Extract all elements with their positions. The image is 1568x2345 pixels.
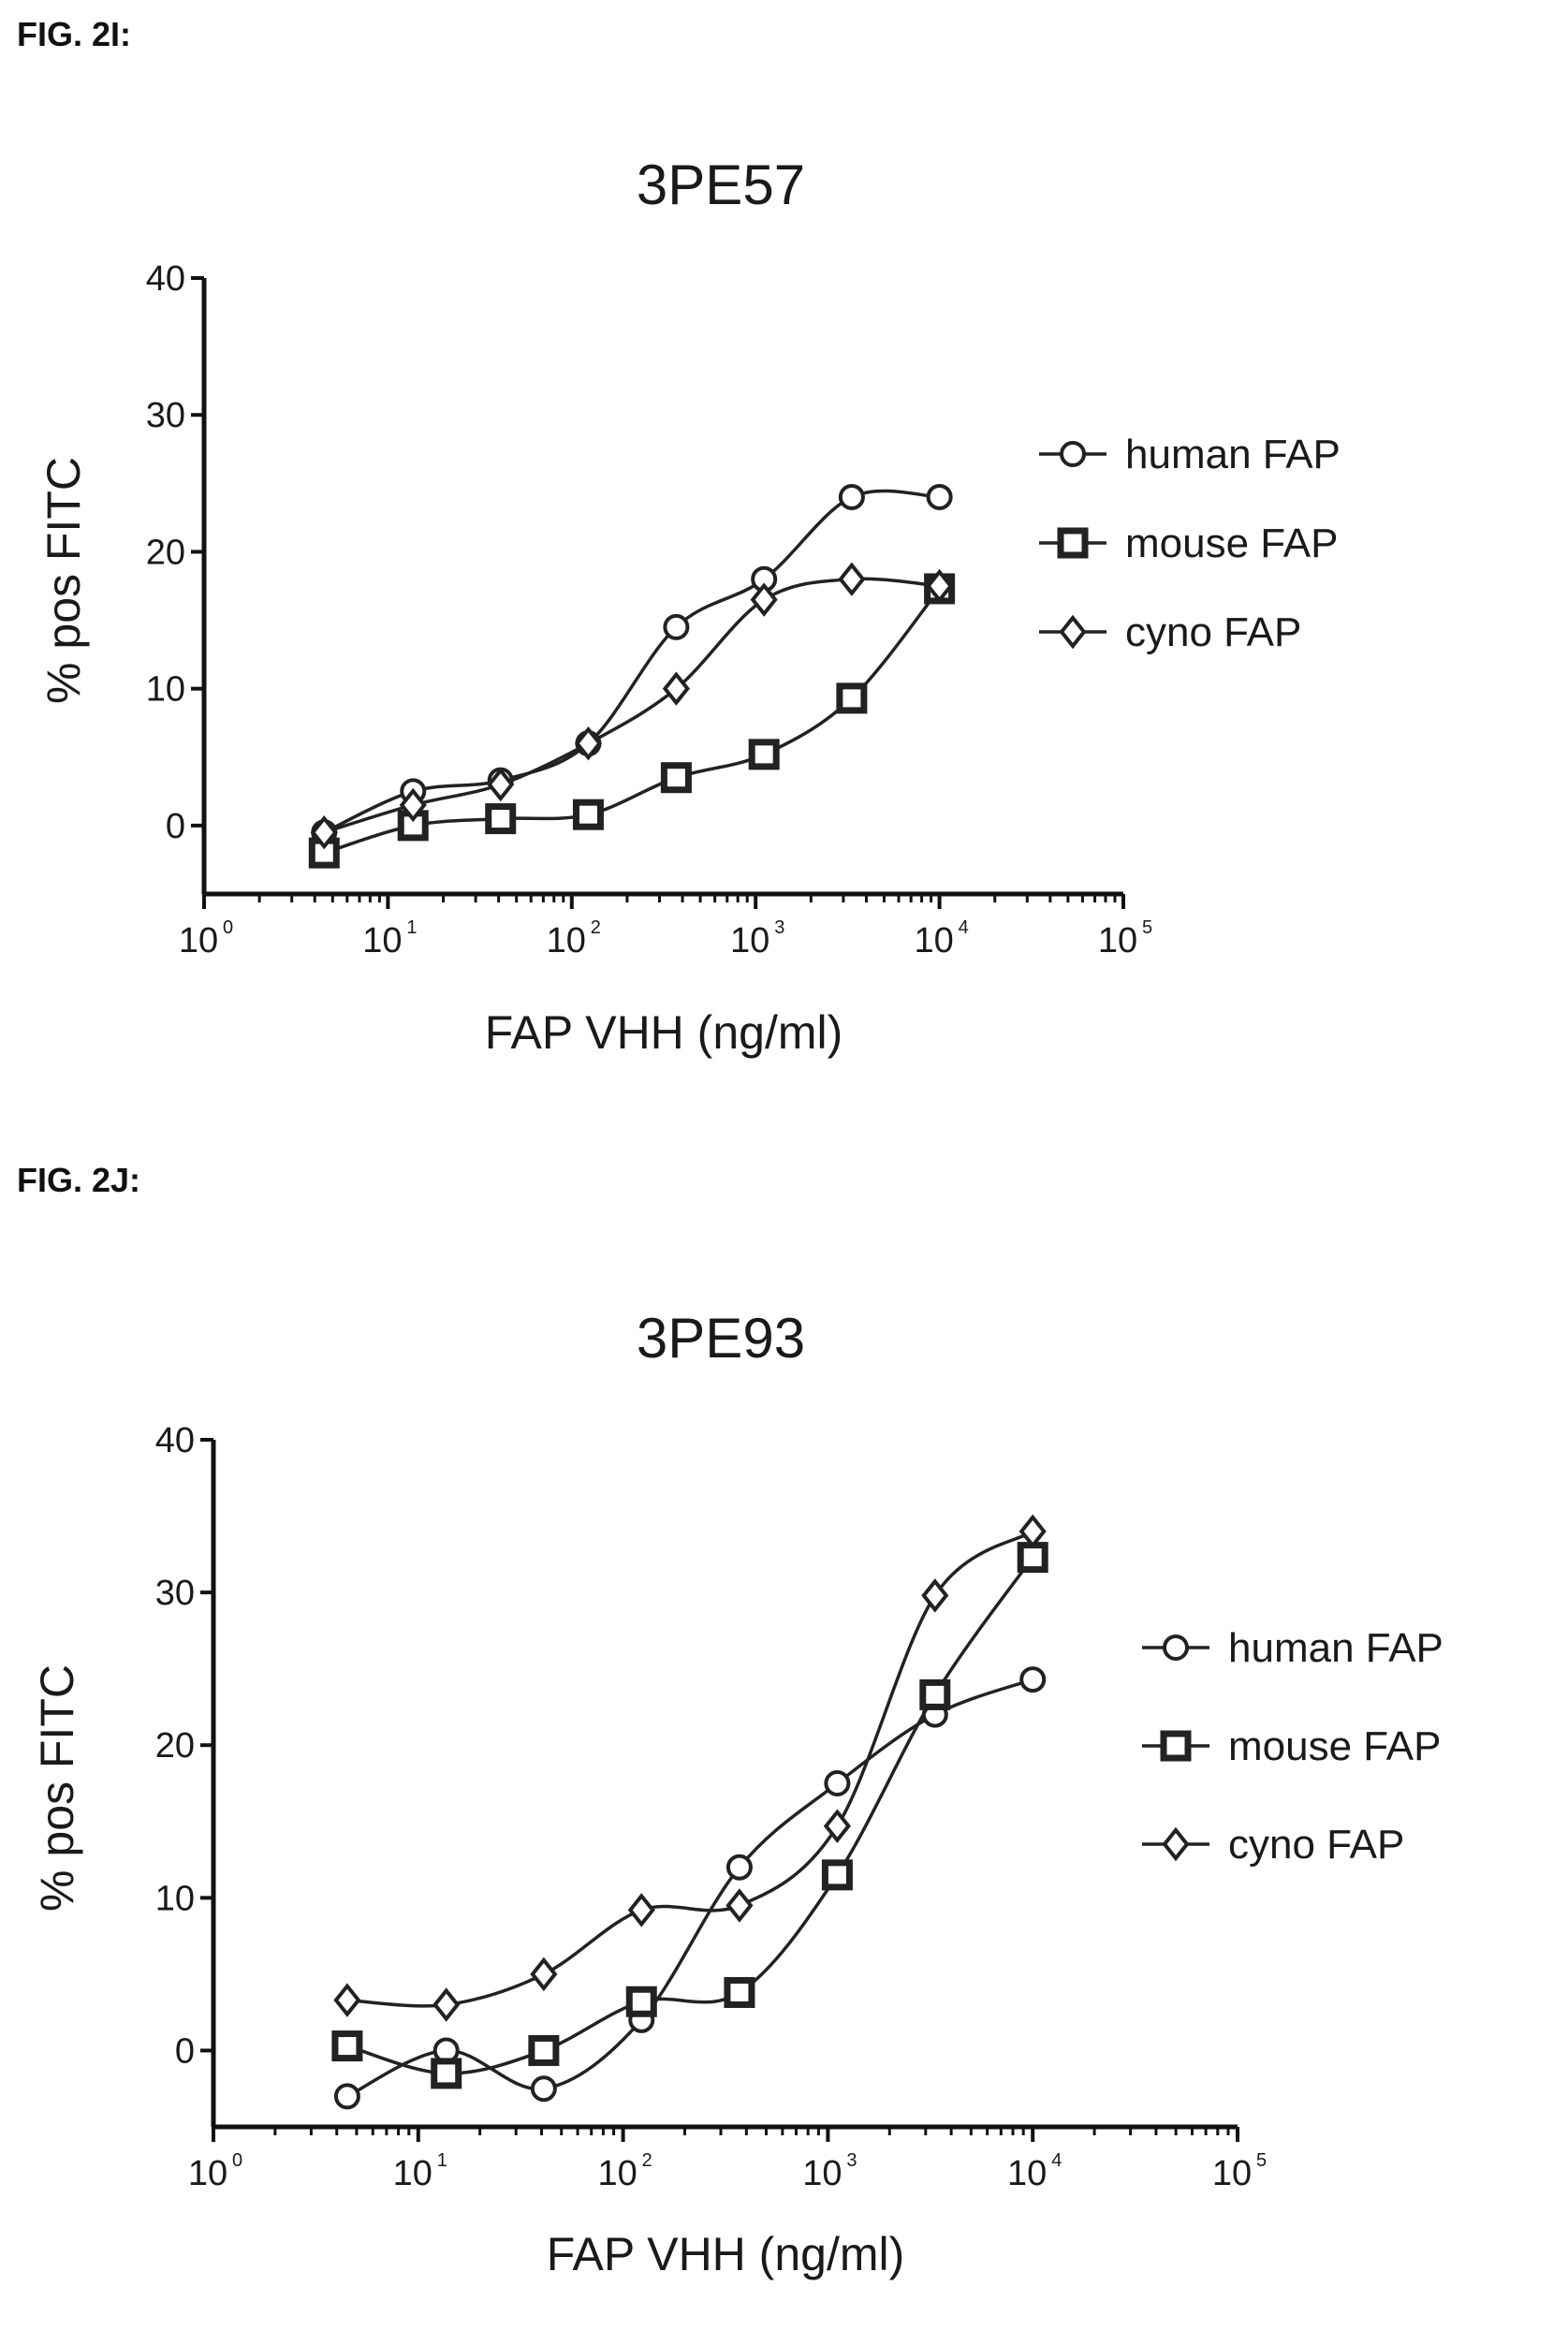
x-tick-exponent: 2 (591, 917, 601, 938)
data-point-circle (333, 2083, 360, 2110)
series-curve-diamond (346, 1530, 1034, 2008)
x-tick-exponent: 1 (406, 917, 417, 938)
legend-label: human FAP (1125, 432, 1341, 477)
data-point-diamond (627, 1893, 655, 1927)
data-point-square (1017, 1542, 1048, 1574)
y-tick-label: 10 (146, 670, 185, 710)
data-point-diamond (530, 1957, 558, 1992)
data-point-diamond (310, 814, 338, 850)
data-point-circle (824, 1770, 851, 1796)
data-point-diamond (487, 767, 515, 802)
x-tick-label: 10 (730, 921, 769, 960)
x-tick-label: 10 (547, 921, 586, 960)
x-tick-exponent: 4 (1051, 2150, 1062, 2171)
legend-label: human FAP (1228, 1625, 1443, 1671)
y-tick-label: 30 (146, 396, 185, 435)
figure-label-2i: FIG. 2I: (17, 15, 132, 53)
data-point-diamond (662, 671, 690, 706)
data-point-square (919, 1678, 951, 1710)
y-tick-label: 10 (155, 1879, 195, 1918)
data-point-diamond (926, 568, 954, 604)
legend-marker-circle (1163, 1634, 1189, 1661)
data-point-square (431, 2058, 462, 2089)
legend-marker-circle (1060, 441, 1086, 467)
data-point-diamond (1018, 1514, 1047, 1549)
x-tick-label: 10 (188, 2154, 227, 2193)
y-tick-label: 40 (146, 259, 185, 299)
x-tick-label: 10 (362, 921, 402, 960)
series-curve-circle (346, 1678, 1033, 2098)
data-point-diamond (750, 582, 778, 617)
data-point-square (331, 2030, 363, 2062)
y-axis-title: % pos FITC (37, 457, 90, 704)
y-tick-label: 0 (175, 2031, 195, 2071)
data-point-diamond (823, 1809, 851, 1843)
data-point-circle (926, 483, 953, 510)
x-tick-label: 10 (914, 921, 953, 960)
legend-marker-diamond (1059, 614, 1087, 650)
legend-label: mouse FAP (1228, 1723, 1441, 1769)
data-point-circle (725, 1854, 753, 1881)
x-tick-exponent: 2 (642, 2150, 652, 2171)
data-point-square (625, 1986, 657, 2017)
x-tick-exponent: 5 (1256, 2150, 1267, 2171)
y-tick-label: 40 (155, 1421, 195, 1460)
data-point-circle (663, 613, 690, 640)
series-curve-diamond (323, 577, 940, 834)
data-point-square (660, 762, 692, 794)
x-tick-label: 10 (597, 2154, 637, 2193)
data-point-diamond (725, 1888, 754, 1923)
x-tick-label: 10 (802, 2154, 842, 2193)
x-tick-exponent: 1 (437, 2150, 447, 2171)
data-point-diamond (399, 787, 427, 823)
data-point-square (724, 1976, 755, 2008)
x-axis-title: FAP VHH (ng/ml) (547, 2228, 905, 2280)
x-tick-label: 10 (1098, 921, 1137, 960)
x-tick-label: 10 (1007, 2154, 1047, 2193)
data-point-square (748, 739, 780, 770)
x-tick-exponent: 0 (232, 2150, 242, 2171)
y-tick-label: 20 (155, 1726, 195, 1766)
chart-title: 3PE93 (637, 1307, 805, 1370)
legend-marker-square (1057, 527, 1089, 559)
legend-label: cyno FAP (1125, 609, 1301, 655)
data-point-diamond (432, 1987, 461, 2022)
data-point-square (836, 682, 868, 714)
y-axis-title: % pos FITC (31, 1664, 83, 1912)
data-point-square (821, 1859, 853, 1891)
x-tick-label: 10 (393, 2154, 432, 2193)
x-tick-label: 10 (179, 921, 218, 960)
x-tick-exponent: 4 (959, 917, 969, 938)
x-tick-exponent: 5 (1142, 917, 1152, 938)
data-point-circle (1019, 1666, 1047, 1693)
x-tick-label: 10 (1212, 2154, 1252, 2193)
data-point-diamond (333, 1983, 361, 2017)
data-point-circle (530, 2075, 557, 2103)
legend-marker-diamond (1162, 1826, 1190, 1862)
y-tick-label: 20 (146, 533, 185, 572)
x-tick-exponent: 0 (223, 917, 233, 938)
data-point-square (485, 803, 517, 835)
legend-marker-square (1160, 1730, 1192, 1762)
y-tick-label: 30 (155, 1574, 195, 1613)
data-point-diamond (574, 725, 603, 761)
chart-title: 3PE57 (637, 154, 805, 216)
data-point-square (572, 799, 604, 830)
x-tick-exponent: 3 (846, 2150, 857, 2171)
x-axis-title: FAP VHH (ng/ml) (485, 1006, 843, 1059)
legend-label: mouse FAP (1125, 520, 1338, 566)
data-point-circle (838, 483, 865, 510)
data-point-diamond (921, 1578, 949, 1613)
data-point-square (528, 2034, 560, 2066)
legend-label: cyno FAP (1228, 1822, 1404, 1868)
y-tick-label: 0 (166, 807, 185, 846)
data-point-diamond (838, 562, 866, 596)
x-tick-exponent: 3 (774, 917, 784, 938)
figure-label-2j: FIG. 2J: (17, 1161, 141, 1199)
